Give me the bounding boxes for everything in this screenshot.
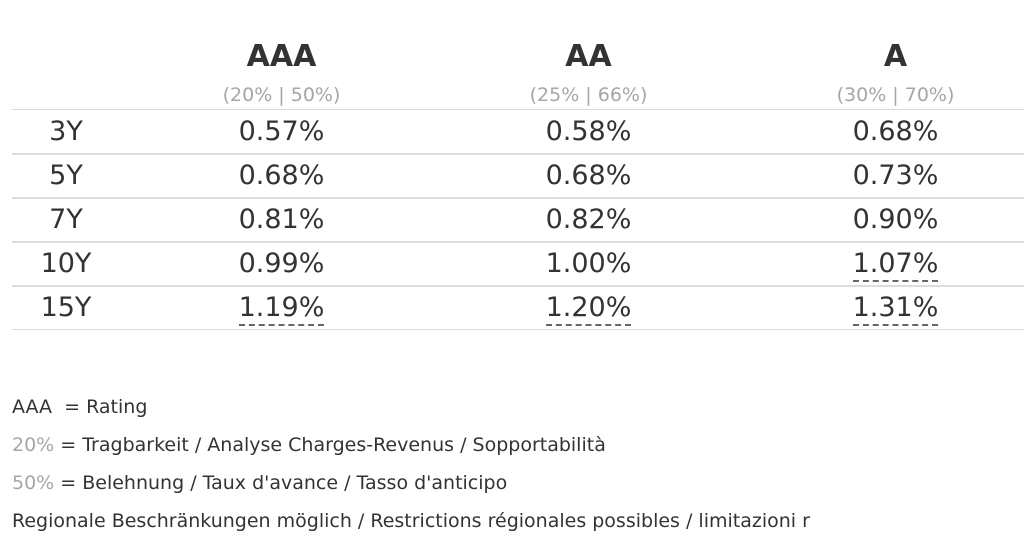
rating-header-aa: AA (25% | 66%) [435, 30, 742, 110]
rate-cell: 0.82% [545, 204, 632, 235]
rating-header-aaa: AAA (20% | 50%) [128, 30, 435, 110]
rate-cell: 0.68% [238, 160, 325, 191]
term-cell: 7Y [49, 204, 83, 235]
legend-text: = Rating [64, 396, 148, 418]
rate-cell: 0.73% [852, 160, 939, 191]
rate-cell[interactable]: 1.19% [128, 286, 435, 330]
legend-note: Regionale Beschränkungen möglich / Restr… [12, 510, 810, 532]
term-cell: 10Y [40, 248, 92, 279]
term-header [12, 30, 128, 110]
rate-cell: 0.57% [238, 115, 325, 147]
table-row: 5Y 0.68% 0.68% 0.73% [12, 154, 1024, 198]
table-row: 7Y 0.81% 0.82% 0.90% [12, 198, 1024, 242]
legend-text: = Tragbarkeit / Analyse Charges-Revenus … [60, 434, 606, 456]
rate-cell: 1.00% [545, 248, 632, 279]
rate-cell: 0.81% [238, 204, 325, 235]
rate-cell: 0.99% [238, 248, 325, 279]
rate-cell[interactable]: 1.20% [435, 286, 742, 330]
legend-affordability-line: 20% = Tragbarkeit / Analyse Charges-Reve… [12, 426, 810, 464]
legend-key: 50% [12, 472, 55, 494]
term-cell: 3Y [49, 115, 83, 147]
legend-ltv-line: 50% = Belehnung / Taux d'avance / Tasso … [12, 464, 810, 502]
rating-label: AAA [246, 39, 317, 74]
legend: AAA = Rating 20% = Tragbarkeit / Analyse… [12, 388, 810, 540]
legend-rating-line: AAA = Rating [12, 388, 810, 426]
rating-ratios: (25% | 66%) [529, 84, 648, 106]
rate-table: AAA (20% | 50%) AA (25% | 66%) A (30% | … [12, 30, 1024, 330]
rate-cell: 0.58% [545, 115, 632, 147]
rating-header-a: A (30% | 70%) [742, 30, 1024, 110]
table-row: 15Y 1.19% 1.20% 1.31% [12, 286, 1024, 330]
rate-tooltip-value[interactable]: 1.20% [545, 292, 632, 327]
rating-ratios: (20% | 50%) [222, 84, 341, 106]
rate-cell: 0.68% [852, 115, 939, 147]
rating-label: AA [565, 39, 612, 74]
rating-label: A [883, 39, 908, 74]
term-cell: 5Y [49, 160, 83, 191]
term-cell: 15Y [40, 292, 92, 324]
legend-key: 20% [12, 434, 55, 456]
rate-cell[interactable]: 1.31% [742, 286, 1024, 330]
table-row: 10Y 0.99% 1.00% 1.07% [12, 242, 1024, 286]
rate-cell: 0.90% [852, 204, 939, 235]
rate-tooltip-value[interactable]: 1.07% [852, 248, 939, 282]
table-header-row: AAA (20% | 50%) AA (25% | 66%) A (30% | … [12, 30, 1024, 110]
rating-ratios: (30% | 70%) [836, 84, 955, 106]
rate-cell[interactable]: 1.07% [742, 242, 1024, 286]
table-row: 3Y 0.57% 0.58% 0.68% [12, 110, 1024, 154]
rate-tooltip-value[interactable]: 1.31% [852, 292, 939, 327]
rate-tooltip-value[interactable]: 1.19% [238, 292, 325, 327]
rate-cell: 0.68% [545, 160, 632, 191]
legend-text: = Belehnung / Taux d'avance / Tasso d'an… [60, 472, 508, 494]
legend-key: AAA [12, 396, 53, 418]
